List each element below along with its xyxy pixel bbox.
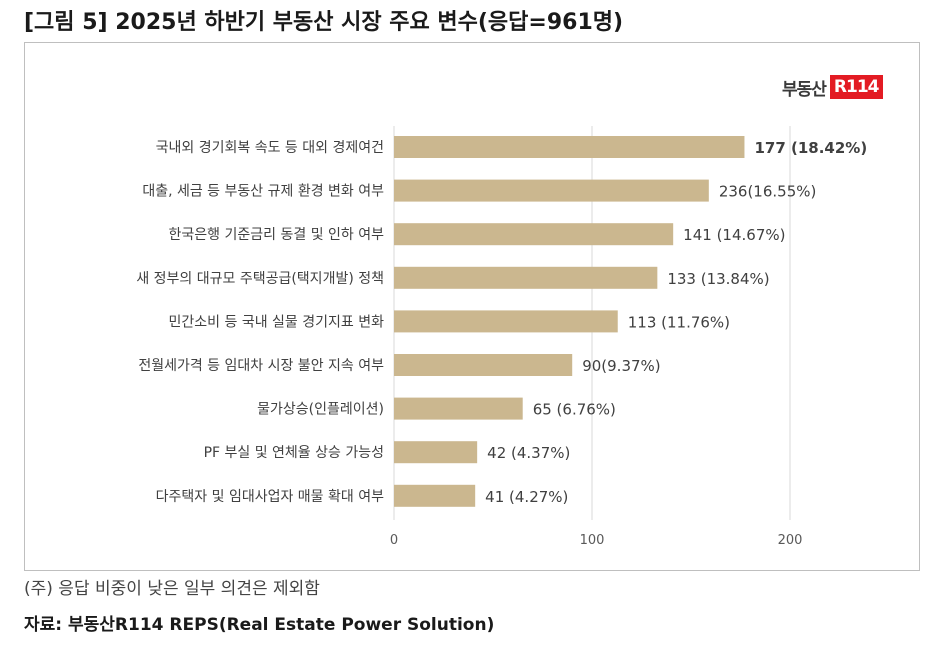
bar bbox=[394, 441, 478, 464]
logo-text: 부동산 bbox=[782, 79, 827, 100]
data-label: 177 (18.42%) bbox=[754, 139, 867, 157]
category-label: 민간소비 등 국내 실물 경기지표 변화 bbox=[169, 314, 385, 330]
data-label: 65 (6.76%) bbox=[533, 401, 616, 419]
x-tick-label: 100 bbox=[580, 533, 605, 548]
footnote: (주) 응답 비중이 낮은 일부 의견은 제외함 bbox=[24, 579, 320, 599]
bar bbox=[394, 179, 709, 202]
category-label: 한국은행 기준금리 동결 및 인하 여부 bbox=[169, 227, 385, 243]
category-label: 다주택자 및 임대사업자 매물 확대 여부 bbox=[156, 489, 384, 505]
bar bbox=[394, 397, 523, 420]
bar bbox=[394, 310, 618, 333]
category-label: 대출, 세금 등 부동산 규제 환경 변화 여부 bbox=[142, 184, 384, 200]
bar bbox=[394, 136, 745, 158]
data-label: 90(9.37%) bbox=[582, 357, 660, 375]
category-label: 물가상승(인플레이션) bbox=[257, 402, 384, 418]
data-label: 41 (4.27%) bbox=[485, 488, 568, 506]
x-tick-label: 0 bbox=[390, 533, 398, 548]
logo-box: R114 bbox=[829, 75, 883, 99]
source-note: 자료: 부동산R114 REPS(Real Estate Power Solut… bbox=[24, 615, 495, 635]
category-label: 전월세가격 등 임대차 시장 불안 지속 여부 bbox=[138, 358, 384, 374]
chart-frame bbox=[24, 42, 920, 571]
data-label: 236(16.55%) bbox=[719, 183, 817, 201]
data-label: 133 (13.84%) bbox=[667, 270, 769, 288]
data-label: 113 (11.76%) bbox=[628, 313, 730, 331]
data-label: 141 (14.67%) bbox=[683, 226, 785, 244]
chart-title: [그림 5] 2025년 하반기 부동산 시장 주요 변수(응답=961명) bbox=[24, 10, 624, 35]
category-label: 새 정부의 대규모 주택공급(택지개발) 정책 bbox=[136, 271, 384, 287]
category-label: 국내외 경기회복 속도 등 대외 경제여건 bbox=[156, 140, 384, 156]
bar bbox=[394, 354, 573, 376]
data-label: 42 (4.37%) bbox=[487, 444, 570, 462]
r114-logo: 부동산 R114 bbox=[782, 70, 883, 104]
category-label: PF 부실 및 연체율 상승 가능성 bbox=[204, 445, 384, 461]
bar bbox=[394, 223, 674, 246]
bar bbox=[394, 266, 658, 289]
bar bbox=[394, 484, 476, 507]
x-tick-label: 200 bbox=[778, 533, 803, 548]
